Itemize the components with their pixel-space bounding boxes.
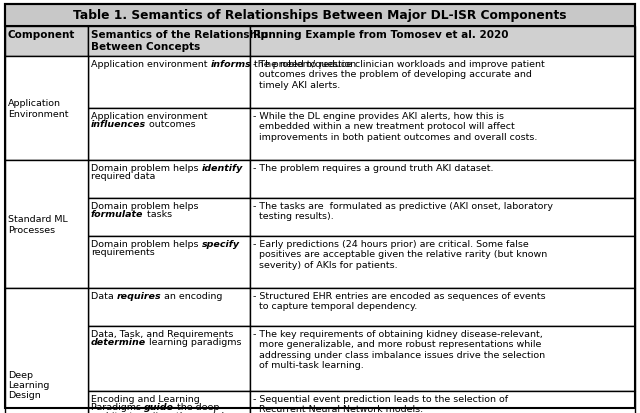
Bar: [250, 57, 635, 109]
Bar: [88, 27, 250, 57]
Bar: [88, 57, 250, 109]
Text: Standard ML
Processes: Standard ML Processes: [8, 215, 68, 234]
Text: specify: specify: [202, 240, 239, 248]
Text: an encoding: an encoding: [161, 291, 223, 300]
Bar: [88, 161, 250, 199]
Bar: [88, 236, 250, 288]
Bar: [250, 326, 635, 391]
Bar: [250, 109, 635, 161]
Text: - Sequential event prediction leads to the selection of
  Recurrent Neural Netwo: - Sequential event prediction leads to t…: [253, 394, 530, 413]
Bar: [5, 27, 88, 57]
Text: Table 1. Semantics of Relationships Between Major DL-ISR Components: Table 1. Semantics of Relationships Betw…: [73, 9, 567, 22]
Text: Encoding and Learning: Encoding and Learning: [91, 394, 200, 403]
Text: identify: identify: [202, 164, 243, 173]
Text: - The need to reduce clinician workloads and improve patient
  outcomes drives t: - The need to reduce clinician workloads…: [253, 60, 545, 90]
Text: Domain problem helps: Domain problem helps: [91, 240, 202, 248]
Bar: [88, 199, 250, 236]
Text: requires: requires: [116, 291, 161, 300]
Bar: [88, 326, 250, 391]
Text: requirements: requirements: [91, 248, 155, 257]
Text: required data: required data: [91, 172, 156, 181]
Text: the deep: the deep: [174, 403, 220, 411]
Text: influences: influences: [91, 120, 146, 129]
Text: - The key requirements of obtaining kidney disease-relevant,
  more generalizabl: - The key requirements of obtaining kidn…: [253, 329, 545, 369]
Text: guide: guide: [144, 403, 174, 411]
Text: Component: Component: [8, 30, 76, 40]
Bar: [88, 391, 250, 413]
Bar: [5, 5, 635, 27]
Text: outcomes: outcomes: [146, 120, 196, 129]
Bar: [5, 288, 88, 413]
Bar: [250, 391, 635, 413]
Bar: [250, 161, 635, 199]
Text: formulate: formulate: [91, 210, 143, 219]
Text: Semantics of the Relationship
Between Concepts: Semantics of the Relationship Between Co…: [91, 30, 268, 52]
Text: - The tasks are  formulated as predictive (AKI onset, laboratory
  testing resul: - The tasks are formulated as predictive…: [253, 202, 553, 221]
Text: Running Example from Tomosev et al. 2020: Running Example from Tomosev et al. 2020: [253, 30, 509, 40]
Text: Application environment: Application environment: [91, 60, 211, 69]
Bar: [88, 109, 250, 161]
Text: - Structured EHR entries are encoded as sequences of events
  to capture tempora: - Structured EHR entries are encoded as …: [253, 291, 546, 311]
Text: - Early predictions (24 hours prior) are critical. Some false
  positives are ac: - Early predictions (24 hours prior) are…: [253, 240, 547, 269]
Bar: [250, 288, 635, 326]
Text: tasks: tasks: [143, 210, 172, 219]
Bar: [5, 57, 88, 161]
Text: - The problem requires a ground truth AKI dataset.: - The problem requires a ground truth AK…: [253, 164, 493, 173]
Text: Data, Task, and Requirements: Data, Task, and Requirements: [91, 329, 234, 338]
Bar: [250, 199, 635, 236]
Text: informs: informs: [211, 60, 252, 69]
Text: Data: Data: [91, 291, 116, 300]
Text: Domain problem helps: Domain problem helps: [91, 202, 198, 211]
Text: the problem/question: the problem/question: [252, 60, 356, 69]
Text: Deep
Learning
Design: Deep Learning Design: [8, 370, 49, 399]
Text: Paradigms: Paradigms: [91, 403, 144, 411]
Text: learning paradigms: learning paradigms: [147, 338, 242, 347]
Bar: [88, 288, 250, 326]
Text: Application environment: Application environment: [91, 112, 207, 121]
Bar: [250, 27, 635, 57]
Bar: [5, 161, 88, 288]
Text: determine: determine: [91, 338, 147, 347]
Bar: [250, 236, 635, 288]
Text: Application
Environment: Application Environment: [8, 99, 68, 119]
Text: Domain problem helps: Domain problem helps: [91, 164, 202, 173]
Text: - While the DL engine provides AKI alerts, how this is
  embedded within a new t: - While the DL engine provides AKI alert…: [253, 112, 538, 142]
Text: architecture (i.e., the model: architecture (i.e., the model: [91, 411, 224, 413]
